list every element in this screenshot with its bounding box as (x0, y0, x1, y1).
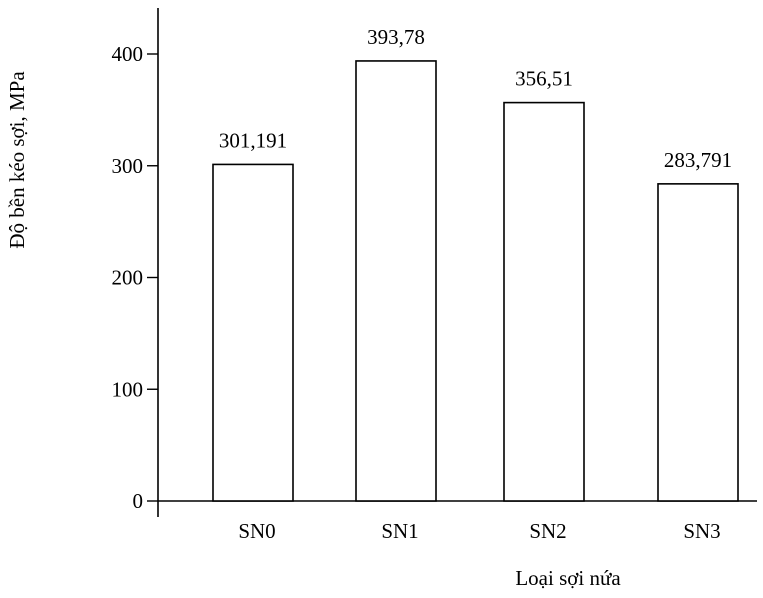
bars (212, 60, 739, 502)
labels: 301,191 SN0 393,78 SN1 356,51 SN2 283,791 SN3 (219, 25, 732, 543)
x-tick-label: SN2 (529, 519, 566, 543)
y-tick-label: 0 (133, 489, 144, 513)
y-tick-label: 200 (112, 266, 144, 290)
x-tick-label: SN3 (683, 519, 720, 543)
bar (503, 101, 585, 502)
bar (212, 163, 294, 502)
x-tick-label: SN0 (238, 519, 275, 543)
data-label: 393,78 (367, 25, 425, 49)
y-tick-label: 400 (112, 42, 144, 66)
bar (355, 60, 437, 502)
data-label: 356,51 (515, 67, 573, 91)
y-tick-label: 300 (112, 154, 144, 178)
x-axis-title: Loại sợi nứa (515, 566, 621, 590)
y-axis-title: Độ bền kéo sợi, MPa (5, 71, 29, 249)
x-tick-label: SN1 (381, 519, 418, 543)
data-label: 301,191 (219, 128, 287, 152)
bar (657, 183, 739, 502)
y-tick-label: 100 (112, 377, 144, 401)
data-label: 283,791 (664, 148, 732, 172)
